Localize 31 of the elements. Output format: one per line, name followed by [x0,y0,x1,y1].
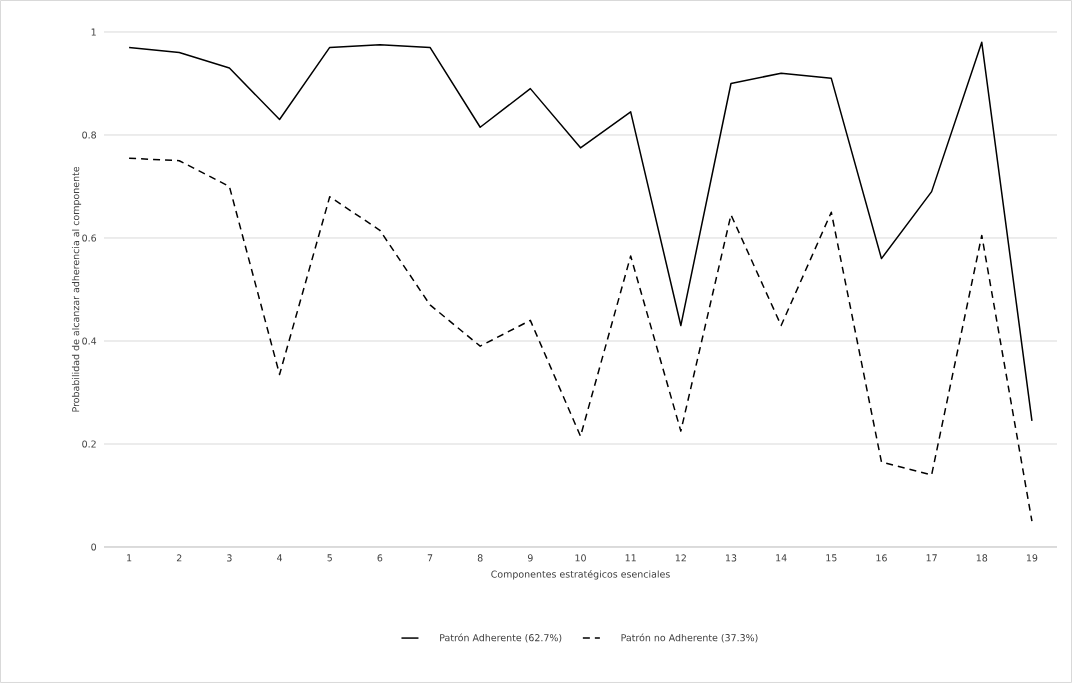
x-tick-label: 12 [675,554,686,562]
y-tick-label: 1 [91,28,96,36]
x-tick-label: 7 [427,554,433,562]
x-tick-label: 19 [1026,554,1038,562]
x-axis-title: Componentes estratégicos esenciales [491,570,670,580]
x-tick-label: 16 [876,554,887,562]
y-tick-label: 0.4 [82,337,97,345]
y-tick-label: 0 [91,543,97,551]
x-tick-label: 6 [377,554,383,562]
x-tick-label: 3 [227,554,232,562]
x-tick-label: 18 [976,554,988,562]
x-tick-label: 17 [926,554,937,562]
line-series [128,41,1033,422]
x-tick-label: 8 [477,554,483,562]
x-tick-label: 14 [776,554,787,562]
x-tick-label: 13 [726,554,737,562]
y-axis-title: Probabilidad de alcanzar adherencia al componente [71,166,82,412]
y-tick-label: 0.8 [82,131,97,139]
x-tick-label: 5 [327,554,332,562]
x-tick-label: 15 [826,554,837,562]
x-tick-label: 4 [277,554,283,562]
legend-label: Patrón Adherente (62.7%) [440,633,562,643]
y-tick-label: 0.6 [82,234,97,242]
legend-label: Patrón no Adherente (37.3%) [621,633,758,643]
line-series [128,157,1033,522]
x-tick-label: 11 [625,554,636,562]
x-tick-label: 10 [575,554,586,562]
x-tick-label: 1 [127,554,132,562]
x-tick-label: 2 [176,554,182,562]
y-tick-label: 0.2 [82,440,96,448]
x-tick-label: 9 [527,554,533,562]
